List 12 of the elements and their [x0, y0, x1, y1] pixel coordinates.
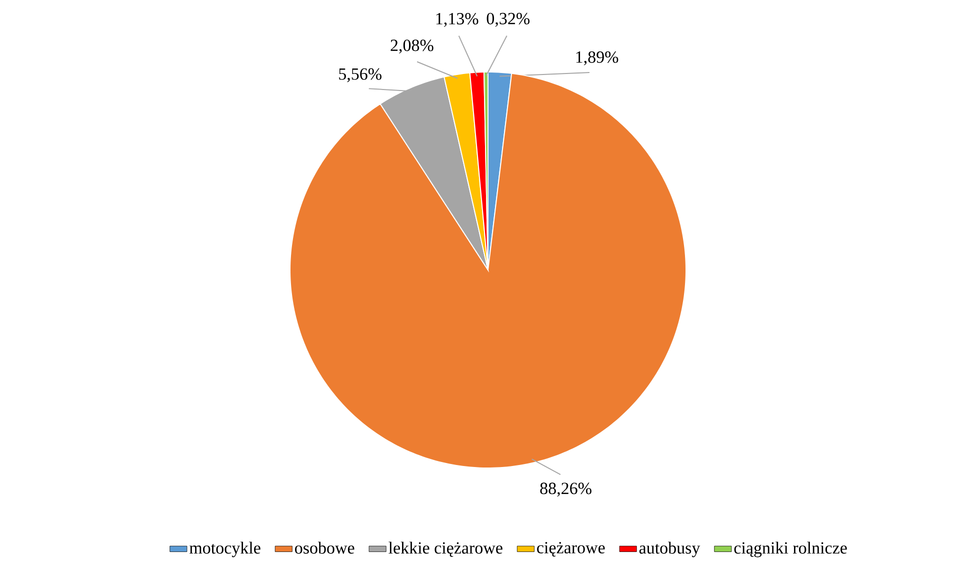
data-label: 1,13% [436, 12, 478, 27]
legend-label: motocykle [190, 542, 260, 558]
data-label: 88,26% [540, 482, 592, 497]
legend-label: autobusy [639, 542, 700, 558]
data-label: 0,32% [486, 12, 530, 27]
data-label: 2,08% [390, 40, 434, 54]
legend-label: ciągniki rolnicze [734, 542, 847, 558]
data-label: 5,56% [339, 68, 382, 82]
legend-label: lekkie ciężarowe [388, 542, 502, 557]
legend-label: ciężarowe [537, 542, 605, 557]
data-label: 1,89% [576, 51, 618, 66]
legend-label: osobowe [295, 542, 354, 554]
